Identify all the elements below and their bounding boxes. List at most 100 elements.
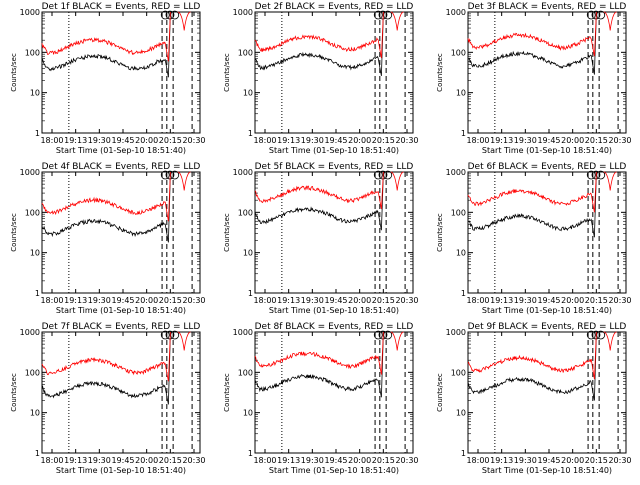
x-tick-label: 19:45: [111, 456, 134, 465]
x-tick-label: 19:45: [111, 296, 134, 305]
x-axis-label: Start Time (01-Sep-10 18:51:40): [482, 466, 612, 475]
panel-9: Det 9f BLACK = Events, RED = LLD 1 10 100 10…: [436, 322, 632, 475]
x-tick-label: 20:00: [561, 136, 584, 145]
lld-series-line: [467, 331, 597, 380]
x-tick-label: 20:30: [395, 136, 418, 145]
y-tick-label: 1000: [233, 168, 253, 177]
lld-series-line-segment: [390, 11, 404, 31]
x-tick-label: 19:30: [88, 456, 111, 465]
y-tick-label: 100: [451, 48, 466, 57]
x-tick-label: 19:30: [514, 456, 537, 465]
x-tick-label: 20:00: [135, 456, 158, 465]
x-tick-label: 20:30: [395, 296, 418, 305]
lld-series-line-segment: [603, 331, 617, 351]
lld-series-line-segment: [603, 11, 617, 31]
lld-series-line: [41, 11, 171, 62]
x-tick-label: 19:45: [537, 296, 560, 305]
event-marker-circle: [160, 10, 170, 20]
x-tick-label: 20:00: [348, 296, 371, 305]
lld-series-line: [41, 331, 171, 382]
plot-frame: [41, 11, 201, 134]
events-series-line: [254, 11, 384, 76]
x-tick-label: 19:45: [111, 136, 134, 145]
y-tick-label: 10: [456, 409, 466, 418]
x-tick-label: 19:30: [514, 296, 537, 305]
y-tick-label: 1: [461, 289, 466, 298]
lld-series-line-segment: [603, 171, 617, 191]
x-axis-label: Start Time (01-Sep-10 18:51:40): [482, 146, 612, 155]
y-tick-label: 1: [35, 449, 40, 458]
x-tick-label: 18:00: [40, 456, 63, 465]
event-marker-circle: [160, 170, 170, 180]
x-tick-label: 18:00: [40, 296, 63, 305]
x-tick-label: 19:13: [490, 456, 513, 465]
x-tick-label: 19:30: [301, 456, 324, 465]
lld-series-line-segment: [177, 331, 191, 351]
event-marker-circle: [383, 170, 393, 180]
y-tick-label: 1000: [20, 8, 40, 17]
x-tick-label: 18:00: [253, 296, 276, 305]
x-tick-label: 19:30: [88, 136, 111, 145]
y-axis-label: Counts/sec: [223, 213, 231, 252]
y-tick-label: 1: [248, 129, 253, 138]
y-tick-label: 100: [25, 48, 40, 57]
y-tick-label: 10: [30, 89, 40, 98]
event-marker-circle: [586, 330, 596, 340]
x-tick-label: 18:00: [466, 136, 489, 145]
panel-7: Det 7f BLACK = Events, RED = LLD 1 10 100 10…: [10, 322, 206, 475]
y-tick-label: 10: [243, 409, 253, 418]
x-tick-label: 20:15: [585, 456, 608, 465]
x-tick-label: 20:30: [608, 456, 631, 465]
y-tick-label: 1000: [446, 328, 466, 337]
event-marker-circle: [170, 330, 180, 340]
events-series-line: [41, 171, 171, 243]
x-tick-label: 18:00: [253, 136, 276, 145]
plot-frame: [467, 171, 627, 294]
x-tick-label: 20:15: [585, 136, 608, 145]
event-marker-circle: [383, 330, 393, 340]
panel-8: Det 8f BLACK = Events, RED = LLD 1 10 100 10…: [223, 322, 419, 475]
events-series-line: [254, 171, 384, 231]
plot-frame: [254, 11, 414, 134]
chart-title: Det 1f BLACK = Events, RED = LLD: [42, 2, 201, 12]
x-tick-label: 20:30: [608, 136, 631, 145]
plot-frame: [254, 331, 414, 454]
x-tick-label: 20:15: [159, 456, 182, 465]
y-tick-label: 100: [238, 48, 253, 57]
x-tick-label: 20:30: [395, 456, 418, 465]
x-tick-label: 20:00: [561, 456, 584, 465]
plot-frame: [41, 331, 201, 454]
x-tick-label: 20:30: [182, 456, 205, 465]
y-tick-label: 1: [35, 129, 40, 138]
x-tick-label: 20:30: [182, 296, 205, 305]
event-marker-circle: [170, 170, 180, 180]
chart-title: Det 3f BLACK = Events, RED = LLD: [468, 2, 627, 12]
y-tick-label: 1000: [20, 328, 40, 337]
x-tick-label: 19:13: [277, 296, 300, 305]
x-tick-label: 19:13: [64, 456, 87, 465]
y-axis-label: Counts/sec: [10, 53, 18, 92]
x-tick-label: 20:15: [372, 136, 395, 145]
y-tick-label: 10: [243, 249, 253, 258]
x-tick-label: 20:15: [159, 136, 182, 145]
x-axis-label: Start Time (01-Sep-10 18:51:40): [269, 306, 399, 315]
x-tick-label: 18:00: [466, 296, 489, 305]
chart-title: Det 8f BLACK = Events, RED = LLD: [255, 322, 414, 332]
events-series-line: [41, 11, 171, 78]
lld-series-line: [467, 171, 597, 213]
y-tick-label: 1: [461, 129, 466, 138]
y-tick-label: 100: [25, 208, 40, 217]
x-axis-label: Start Time (01-Sep-10 18:51:40): [482, 306, 612, 315]
x-tick-label: 20:15: [372, 456, 395, 465]
event-marker-circle: [596, 10, 606, 20]
x-tick-label: 19:30: [301, 296, 324, 305]
x-tick-label: 20:00: [561, 296, 584, 305]
event-marker-circle: [373, 10, 383, 20]
events-series-line: [41, 331, 171, 405]
event-marker-circle: [586, 10, 596, 20]
x-tick-label: 19:45: [324, 136, 347, 145]
y-tick-label: 10: [456, 89, 466, 98]
panel-6: Det 6f BLACK = Events, RED = LLD 1 10 100 10…: [436, 162, 632, 315]
x-tick-label: 19:13: [490, 136, 513, 145]
